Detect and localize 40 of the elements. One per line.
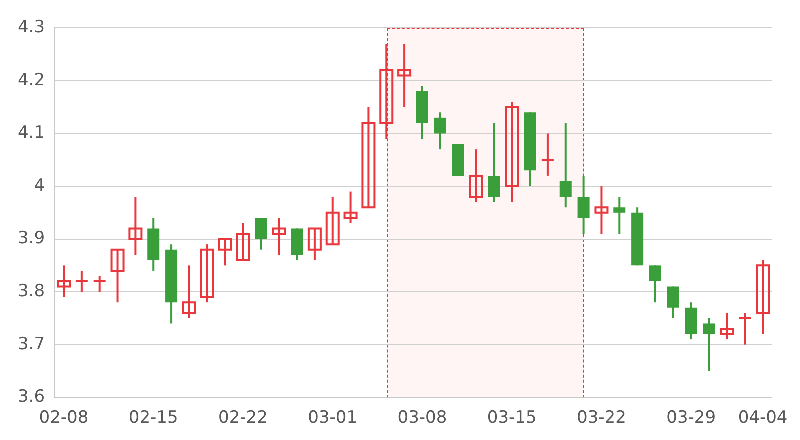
candlestick bbox=[182, 264, 196, 320]
candlestick bbox=[720, 312, 734, 341]
y-tick-label: 3.7 bbox=[18, 334, 46, 354]
candlestick bbox=[200, 244, 214, 304]
candlestick bbox=[540, 132, 555, 177]
candlestick bbox=[92, 275, 107, 294]
y-tick-label: 4.2 bbox=[18, 70, 46, 90]
candlestick bbox=[128, 196, 143, 256]
candlestick bbox=[272, 217, 286, 256]
candlestick bbox=[505, 101, 520, 204]
candlestick bbox=[380, 43, 394, 140]
x-tick-label: 03-22 bbox=[577, 408, 626, 428]
candlestick bbox=[236, 222, 250, 262]
y-tick-label: 4.3 bbox=[18, 18, 46, 38]
candlestick bbox=[398, 43, 412, 108]
y-tick-label: 4.1 bbox=[18, 123, 46, 144]
candlestick bbox=[738, 312, 752, 346]
candlestick bbox=[218, 238, 232, 267]
x-tick-label: 03-15 bbox=[487, 408, 537, 428]
candlestick bbox=[469, 148, 484, 204]
x-tick-label: 02-22 bbox=[218, 408, 268, 428]
x-tick-label: 03-08 bbox=[398, 408, 448, 428]
candlestick bbox=[326, 196, 340, 246]
candlestick bbox=[57, 264, 71, 298]
candlestick bbox=[756, 259, 770, 336]
candlestick bbox=[110, 248, 125, 304]
y-tick-label: 4 bbox=[34, 176, 46, 196]
x-tick-label: 02-08 bbox=[39, 408, 89, 428]
x-tick-label: 02-15 bbox=[128, 408, 178, 428]
x-tick-label: 03-01 bbox=[308, 408, 358, 428]
y-tick-label: 3.6 bbox=[18, 387, 46, 408]
candlestick bbox=[344, 190, 358, 224]
y-tick-label: 3.8 bbox=[18, 281, 46, 302]
candlestick bbox=[74, 270, 89, 294]
candlestick bbox=[362, 106, 376, 209]
candlestick bbox=[308, 228, 322, 262]
x-tick-label: 03-29 bbox=[666, 408, 716, 428]
candlestick bbox=[594, 186, 609, 236]
y-tick-label: 3.9 bbox=[18, 228, 46, 249]
x-tick-label: 04-04 bbox=[738, 408, 788, 428]
